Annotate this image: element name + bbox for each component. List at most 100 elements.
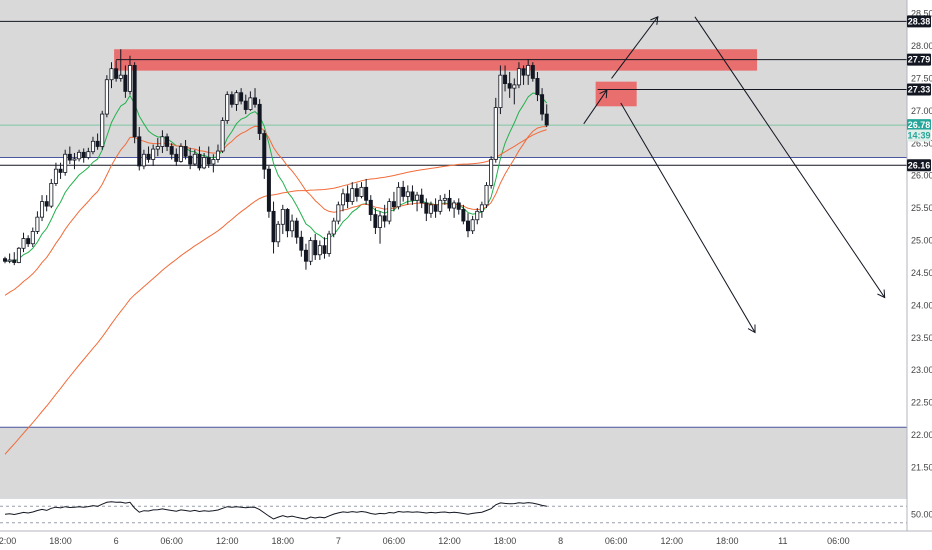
candle-down bbox=[294, 220, 299, 238]
price-tag-box bbox=[907, 129, 931, 142]
candle-up bbox=[484, 184, 489, 206]
candle-up bbox=[155, 146, 160, 150]
candle-up bbox=[90, 140, 95, 153]
candle-up bbox=[359, 186, 364, 197]
candle-down bbox=[313, 240, 318, 256]
candle-up bbox=[405, 191, 410, 197]
x-tick-label: 7 bbox=[336, 536, 341, 546]
candle-down bbox=[146, 153, 151, 160]
candle-up bbox=[141, 153, 146, 167]
candle-down bbox=[540, 94, 545, 115]
y-tick-label: 28.00 bbox=[911, 41, 932, 51]
price-tag-box bbox=[907, 53, 931, 66]
x-tick-label: 06:00 bbox=[160, 536, 183, 546]
horizontal-lines bbox=[0, 20, 907, 428]
candle-up bbox=[234, 92, 239, 105]
candle-up bbox=[118, 74, 123, 79]
candles bbox=[3, 49, 549, 270]
candle-up bbox=[211, 159, 216, 165]
shaded-zones bbox=[0, 0, 907, 497]
candle-down bbox=[503, 74, 508, 85]
candle-up bbox=[336, 204, 341, 222]
candle-down bbox=[3, 258, 8, 262]
candle-up bbox=[30, 231, 35, 245]
candle-up bbox=[225, 94, 230, 121]
candle-up bbox=[498, 74, 503, 108]
x-tick-label: 18:00 bbox=[272, 536, 295, 546]
price-tag-label: 27.33 bbox=[908, 84, 931, 94]
candle-down bbox=[410, 191, 415, 201]
candle-down bbox=[391, 201, 396, 208]
price-tag-box bbox=[907, 119, 931, 132]
y-tick-label: 23.50 bbox=[911, 333, 932, 343]
candle-up bbox=[104, 79, 109, 115]
candle-down bbox=[461, 208, 466, 222]
candle-down bbox=[373, 214, 378, 228]
candle-down bbox=[26, 238, 31, 245]
y-tick-label: 26.00 bbox=[911, 171, 932, 181]
candle-down bbox=[95, 140, 100, 147]
candle-up bbox=[109, 68, 114, 81]
y-tick-label: 26.50 bbox=[911, 138, 932, 148]
y-tick-label: 23.00 bbox=[911, 365, 932, 375]
shaded-zone-2 bbox=[0, 427, 907, 497]
candle-down bbox=[299, 236, 304, 251]
candle-down bbox=[368, 199, 373, 215]
candle-up bbox=[192, 153, 197, 165]
candle-up bbox=[479, 204, 484, 212]
candle-up bbox=[516, 68, 521, 86]
y-tick-label: 21.50 bbox=[911, 462, 932, 472]
y-tick-label: 27.50 bbox=[911, 73, 932, 83]
candle-down bbox=[521, 68, 526, 76]
candle-down bbox=[81, 151, 86, 158]
candle-down bbox=[345, 193, 350, 203]
candle-up bbox=[53, 168, 58, 184]
candle-down bbox=[535, 78, 540, 96]
candle-up bbox=[40, 201, 45, 218]
oscillator-pane bbox=[0, 497, 907, 524]
candle-up bbox=[63, 153, 68, 173]
candle-down bbox=[382, 215, 387, 222]
candle-down bbox=[197, 153, 202, 169]
candle-up bbox=[378, 215, 383, 228]
candle-down bbox=[253, 97, 258, 105]
y-tick-label: 24.50 bbox=[911, 268, 932, 278]
candle-down bbox=[123, 74, 128, 92]
candle-up bbox=[387, 201, 392, 222]
candle-up bbox=[100, 113, 105, 147]
y-tick-label: 27.00 bbox=[911, 106, 932, 116]
candle-up bbox=[178, 146, 183, 162]
price-tag-label: 28.38 bbox=[908, 16, 931, 26]
candle-down bbox=[401, 186, 406, 197]
x-tick-label: 6 bbox=[114, 536, 119, 546]
shaded-zone-1 bbox=[0, 0, 907, 158]
ema-slow-line bbox=[4, 129, 547, 455]
candle-up bbox=[220, 120, 225, 152]
projection-arrow-1 bbox=[583, 89, 608, 125]
candle-down bbox=[424, 202, 429, 214]
x-tick-label: 06:00 bbox=[605, 536, 628, 546]
candle-up bbox=[77, 151, 82, 160]
candle-down bbox=[44, 201, 49, 207]
x-tick-label: 8 bbox=[558, 536, 563, 546]
x-tick-label: 06:00 bbox=[827, 536, 850, 546]
candle-down bbox=[433, 204, 438, 212]
candle-up bbox=[438, 199, 443, 212]
price-tag-box bbox=[907, 83, 931, 96]
x-tick-label: 18:00 bbox=[49, 536, 72, 546]
candle-down bbox=[530, 65, 535, 79]
candle-down bbox=[447, 197, 452, 209]
candle-down bbox=[67, 153, 72, 161]
candle-up bbox=[308, 240, 313, 262]
candle-up bbox=[202, 157, 207, 169]
candle-up bbox=[452, 202, 457, 209]
candle-up bbox=[475, 210, 480, 221]
x-tick-label: 12:00 bbox=[216, 536, 239, 546]
candle-down bbox=[364, 186, 369, 201]
price-tag-box bbox=[907, 159, 931, 172]
y-tick-label: 24.00 bbox=[911, 300, 932, 310]
candle-down bbox=[465, 220, 470, 232]
